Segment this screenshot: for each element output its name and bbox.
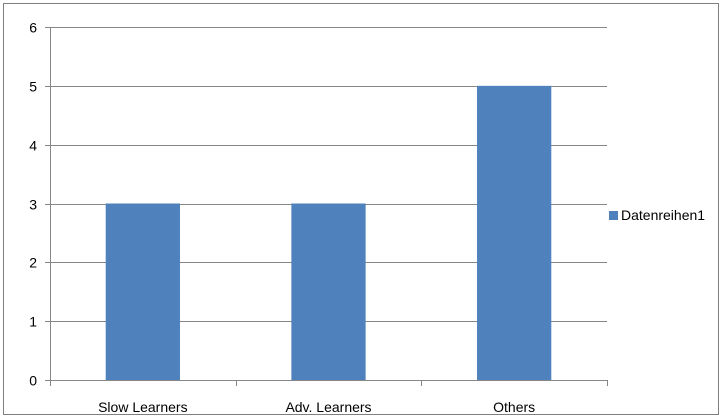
bar [291, 203, 366, 380]
axes [45, 27, 608, 386]
x-tick-label: Adv. Learners [285, 399, 371, 415]
legend-label: Datenreihen1 [621, 207, 705, 223]
bar [477, 85, 552, 380]
y-tick-label: 0 [29, 373, 37, 389]
y-tick-label: 4 [29, 138, 37, 154]
y-tick-label: 6 [29, 20, 37, 36]
x-tick-label: Others [493, 399, 535, 415]
y-tick-label: 3 [29, 197, 37, 213]
y-tick-label: 2 [29, 255, 37, 271]
bars [105, 85, 552, 380]
x-tick-label: Slow Learners [98, 399, 188, 415]
y-tick-label: 1 [29, 314, 37, 330]
legend: Datenreihen1 [609, 207, 705, 223]
bar [105, 203, 180, 380]
legend-swatch [609, 211, 618, 220]
x-tick-labels: Slow Learners Adv. Learners Others [98, 399, 535, 415]
y-tick-labels: 0 1 2 3 4 5 6 [29, 20, 37, 389]
y-tick-label: 5 [29, 79, 37, 95]
